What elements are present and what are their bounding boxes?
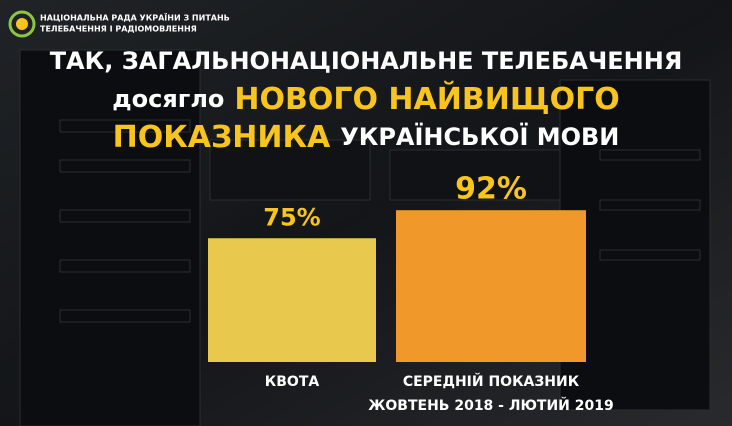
bar	[396, 210, 586, 362]
bar	[208, 238, 376, 362]
org-name: НАЦІОНАЛЬНА РАДА УКРАЇНИ З ПИТАНЬ	[40, 13, 230, 23]
title-line: досягло НОВОГО НАЙВИЩОГО	[112, 81, 619, 117]
title-line: ТАК, ЗАГАЛЬНОНАЦІОНАЛЬНЕ ТЕЛЕБАЧЕННЯ	[50, 47, 683, 75]
value-label: 75%	[263, 203, 320, 231]
logo	[8, 10, 36, 38]
title-line: ПОКАЗНИКА УКРАЇНСЬКОЇ МОВИ	[113, 120, 620, 155]
title-highlight: ПОКАЗНИКА	[113, 120, 331, 155]
title-text: УКРАЇНСЬКОЇ МОВИ	[340, 122, 619, 151]
category-label: КВОТА	[265, 374, 320, 390]
category-label: СЕРЕДНІЙ ПОКАЗНИК	[403, 373, 580, 390]
category-label: ЖОВТЕНЬ 2018 - ЛЮТИЙ 2019	[368, 397, 614, 414]
title-text: досягло	[112, 85, 224, 113]
title-text: ТАК, ЗАГАЛЬНОНАЦІОНАЛЬНЕ ТЕЛЕБАЧЕННЯ	[50, 47, 683, 75]
org-name: ТЕЛЕБАЧЕННЯ І РАДІОМОВЛЕННЯ	[40, 25, 197, 34]
title-highlight: НОВОГО НАЙВИЩОГО	[234, 81, 619, 117]
value-label: 92%	[455, 172, 527, 207]
